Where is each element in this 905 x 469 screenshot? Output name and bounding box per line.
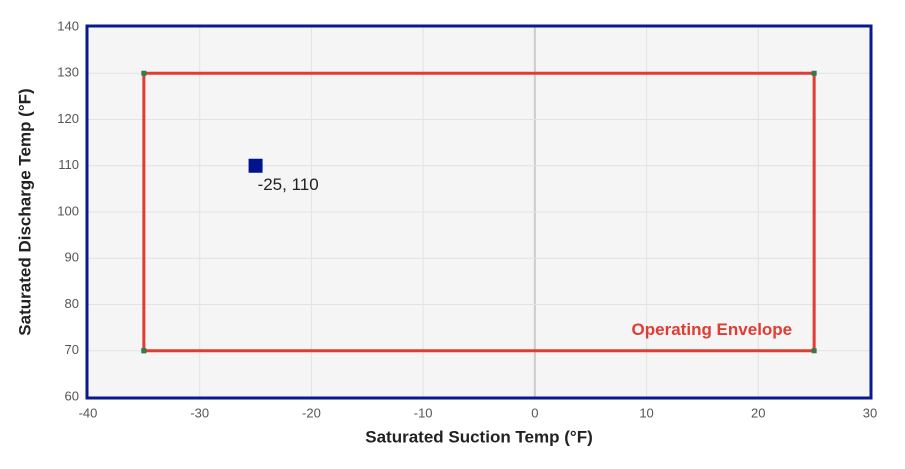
- envelope-vertex: [811, 348, 817, 354]
- x-tick-label: 20: [751, 405, 765, 420]
- plot-frame: [85, 24, 873, 400]
- y-tick-label: 60: [65, 388, 79, 403]
- x-tick-label: -40: [79, 405, 98, 420]
- y-axis-title: Saturated Discharge Temp (°F): [15, 88, 34, 335]
- x-tick-label: 0: [531, 405, 538, 420]
- y-tick-label: 70: [65, 342, 79, 357]
- y-tick-label: 120: [57, 111, 79, 126]
- marks: Operating Envelope -25, 110: [141, 70, 817, 354]
- x-tick-label: 10: [639, 405, 653, 420]
- y-tick-label: 130: [57, 65, 79, 80]
- operating-point: [248, 158, 263, 173]
- envelope-vertex: [141, 348, 147, 354]
- y-tick-label: 140: [57, 18, 79, 33]
- y-tick-label: 100: [57, 203, 79, 218]
- envelope-vertex: [811, 70, 817, 76]
- x-tick-label: -20: [302, 405, 321, 420]
- point-label: -25, 110: [258, 175, 319, 194]
- envelope-label: Operating Envelope: [632, 320, 793, 339]
- y-tick-label: 110: [58, 157, 79, 172]
- x-tick-label: -10: [414, 405, 433, 420]
- x-axis-title: Saturated Suction Temp (°F): [365, 427, 593, 446]
- y-tick-label: 80: [65, 296, 79, 311]
- x-tick-label: 30: [863, 405, 877, 420]
- x-tick-label: -30: [190, 405, 209, 420]
- envelope-vertex: [141, 70, 147, 76]
- y-tick-label: 90: [65, 250, 79, 265]
